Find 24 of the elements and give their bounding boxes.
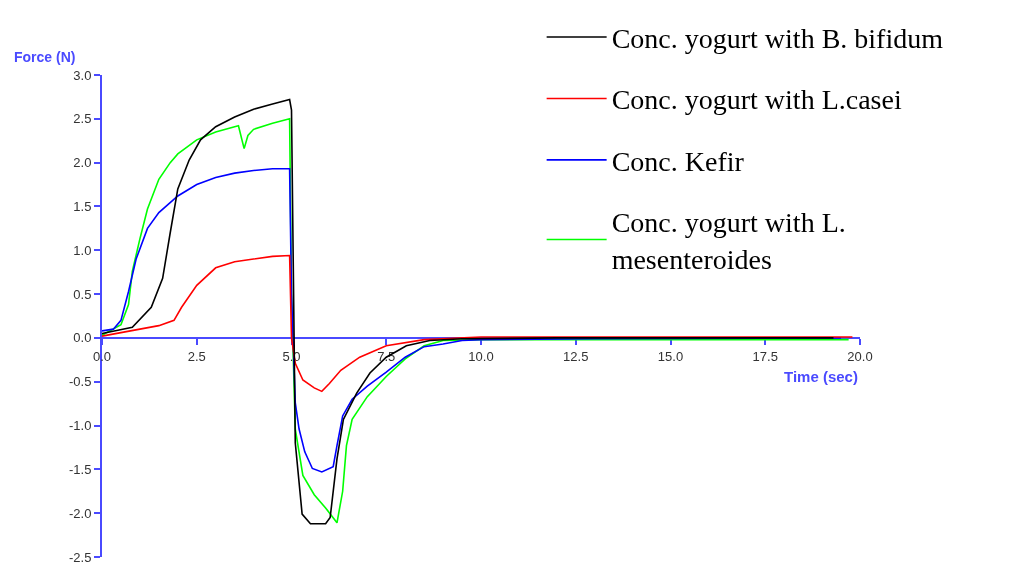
y-tick-label: -1.0 (68, 418, 92, 434)
y-tick-label: 1.5 (73, 199, 92, 214)
y-tick-label: 2.0 (73, 155, 92, 171)
y-tick-label: 0.5 (73, 286, 92, 302)
x-tick-label: 12.5 (563, 348, 589, 364)
y-tick-label: 2.5 (73, 111, 92, 127)
x-tick-label: 17.5 (752, 348, 778, 364)
legend-label: Conc. yogurt with L. mesenteroides (611, 207, 846, 275)
y-tick-label: -1.5 (68, 461, 92, 477)
x-tick-label: 2.5 (187, 348, 206, 364)
x-tick-label: 20.0 (847, 348, 873, 364)
x-axis-title: Time (sec) (784, 368, 858, 385)
y-tick-label: 1.0 (73, 242, 92, 258)
y-tick-label: -0.5 (68, 374, 92, 390)
y-axis-title: Force (N) (14, 49, 76, 65)
y-tick-label: -2.5 (68, 549, 92, 565)
y-tick-label: 0.0 (73, 330, 92, 346)
legend-label: Conc. yogurt with B. bifidum (611, 22, 944, 54)
legend-label: Conc. Kefir (611, 145, 745, 177)
x-tick-label: 10.0 (468, 348, 494, 364)
x-tick-label: 15.0 (657, 348, 684, 364)
y-tick-label: 3.0 (73, 67, 92, 83)
y-tick-label: -2.0 (68, 505, 92, 521)
legend-label: Conc. yogurt with L.casei (611, 84, 902, 116)
